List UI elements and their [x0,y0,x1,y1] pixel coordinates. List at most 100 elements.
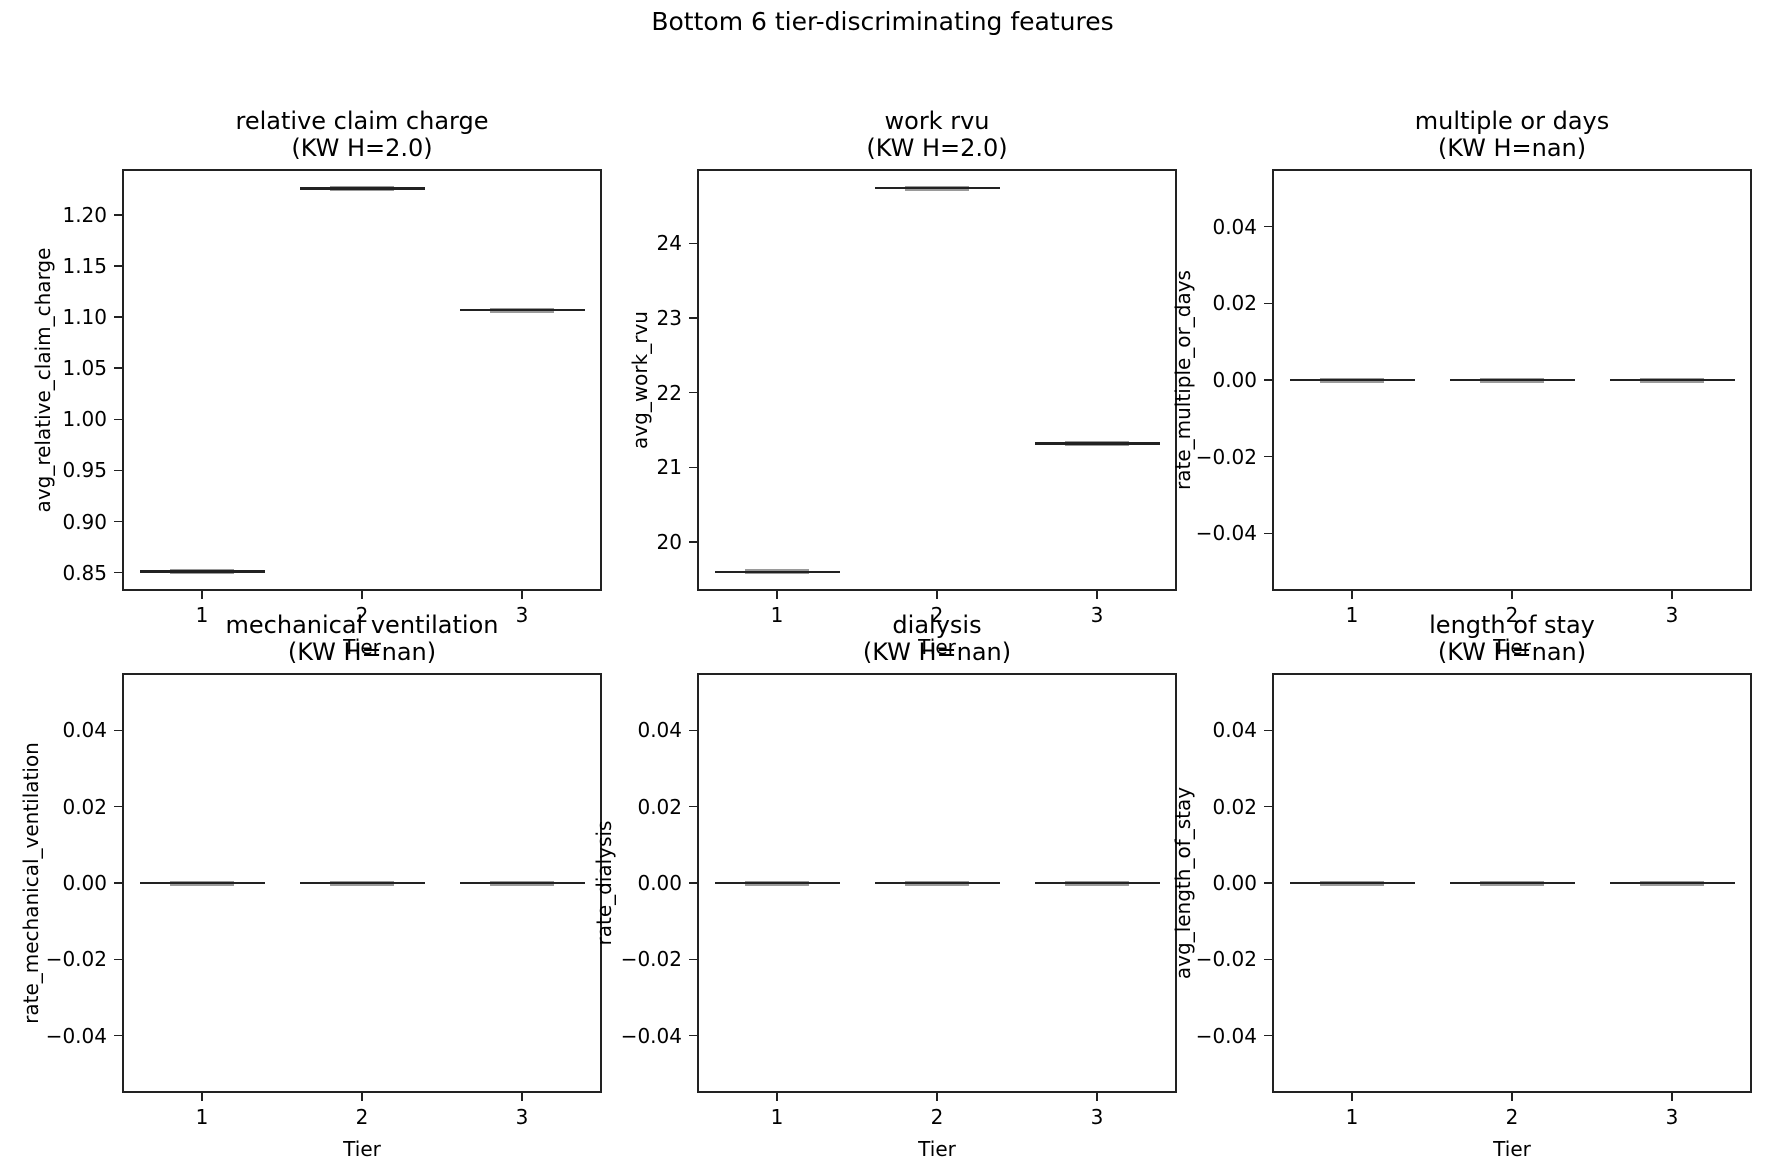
x-tick-label: 2 [355,1105,369,1129]
x-tickmark [1096,1093,1098,1101]
y-tickmark [114,805,122,808]
x-axis-label: Tier [1493,1137,1531,1161]
x-tickmark [201,1093,203,1101]
y-tickmark [689,882,697,884]
x-tickmark [936,1093,938,1101]
y-tick-label: 0.00 [1212,871,1257,895]
y-tick-label: 1.05 [62,356,107,381]
x-tickmark [776,591,778,599]
x-tickmark [361,1093,363,1101]
x-tickmark [201,591,203,599]
x-tick-label: 1 [770,1105,784,1129]
y-tickmark [1264,882,1272,884]
y-tickmark [1264,1034,1272,1037]
y-tickmark [689,391,697,394]
y-tickmark [114,729,122,732]
x-tick-label: 3 [1090,1105,1104,1129]
box-line-tier-1 [714,881,840,885]
y-tick-label: −0.04 [45,1023,107,1048]
figure-suptitle: Bottom 6 tier-discriminating features [651,7,1114,36]
subplot-title: relative claim charge (KW H=2.0) [235,107,489,162]
y-tickmark [689,466,697,469]
y-tick-label: −0.04 [1195,1023,1257,1048]
x-tickmark [1511,1093,1513,1101]
subplot-axes-relative-claim-charge [122,169,602,591]
x-tick-label: 2 [930,603,944,627]
y-tick-label: 0.00 [637,871,682,895]
x-tickmark [936,591,938,599]
x-tick-label: 2 [930,1105,944,1129]
x-tick-label: 2 [1505,1105,1519,1129]
y-tick-label: −0.02 [45,947,107,972]
x-tick-label: 3 [1665,1105,1679,1129]
x-tickmark [1511,591,1513,599]
y-tick-label: 0.00 [62,871,107,895]
box-line-tier-3 [459,881,585,885]
y-tickmark [689,242,697,245]
y-tick-label: 20 [656,529,682,554]
box-line-tier-1 [139,881,265,885]
y-tick-label: 0.04 [1212,718,1257,743]
box-line-tier-2 [1449,881,1575,885]
box-line-tier-3 [1609,378,1735,382]
x-axis-label: Tier [918,1137,956,1161]
box-line-tier-3 [459,308,585,312]
x-tick-label: 3 [515,1105,529,1129]
box-line-tier-2 [874,186,1000,190]
y-tick-label: 0.02 [62,794,107,819]
x-tick-label: 3 [1090,603,1104,627]
y-tick-label: 21 [656,455,682,480]
y-tick-label: 0.04 [637,718,682,743]
y-tick-label: 22 [656,380,682,405]
x-tick-label: 2 [355,603,369,627]
y-tickmark [114,265,122,267]
y-tick-label: −0.02 [1195,444,1257,469]
y-tickmark [1264,532,1272,535]
y-tick-label: 1.10 [62,305,107,330]
y-tick-label: 0.90 [62,509,107,534]
x-axis-label: Tier [918,635,956,659]
y-tickmark [114,1034,122,1037]
y-tickmark [689,729,697,732]
subplot-title: mechanical ventilation (KW H=nan) [225,611,499,666]
x-tickmark [361,591,363,599]
y-tick-label: −0.02 [620,947,682,972]
y-tickmark [114,418,122,421]
box-line-tier-3 [1034,881,1160,885]
x-tickmark [1671,1093,1673,1101]
x-tick-label: 2 [1505,603,1519,627]
x-tick-label: 1 [195,1105,209,1129]
y-tickmark [1264,302,1272,305]
y-tick-label: 0.04 [62,718,107,743]
y-tickmark [1264,958,1272,961]
box-line-tier-2 [874,881,1000,885]
y-tickmark [689,317,697,319]
box-line-tier-2 [299,187,425,190]
y-tickmark [114,469,122,472]
y-tick-label: 0.04 [1212,214,1257,239]
box-line-tier-3 [1034,442,1160,445]
y-tick-label: 1.20 [62,202,107,227]
y-tickmark [114,571,122,574]
subplot-axes-work-rvu [697,169,1177,591]
subplot-title: dialysis (KW H=nan) [862,611,1012,666]
x-tickmark [521,1093,523,1101]
x-tick-label: 3 [1665,603,1679,627]
y-tick-label: 0.02 [1212,794,1257,819]
y-tickmark [1264,729,1272,732]
x-tickmark [521,591,523,599]
x-axis-label: Tier [1493,635,1531,659]
x-tick-label: 1 [1345,1105,1359,1129]
y-tickmark [114,316,122,318]
y-tick-label: −0.04 [1195,521,1257,546]
y-tick-label: 1.15 [62,254,107,279]
x-tickmark [1096,591,1098,599]
y-tick-label: 0.02 [637,794,682,819]
box-line-tier-1 [1289,881,1415,885]
x-tick-label: 3 [515,603,529,627]
box-line-tier-2 [299,881,425,885]
x-tickmark [1351,591,1353,599]
x-tick-label: 1 [195,603,209,627]
box-line-tier-1 [714,570,840,574]
